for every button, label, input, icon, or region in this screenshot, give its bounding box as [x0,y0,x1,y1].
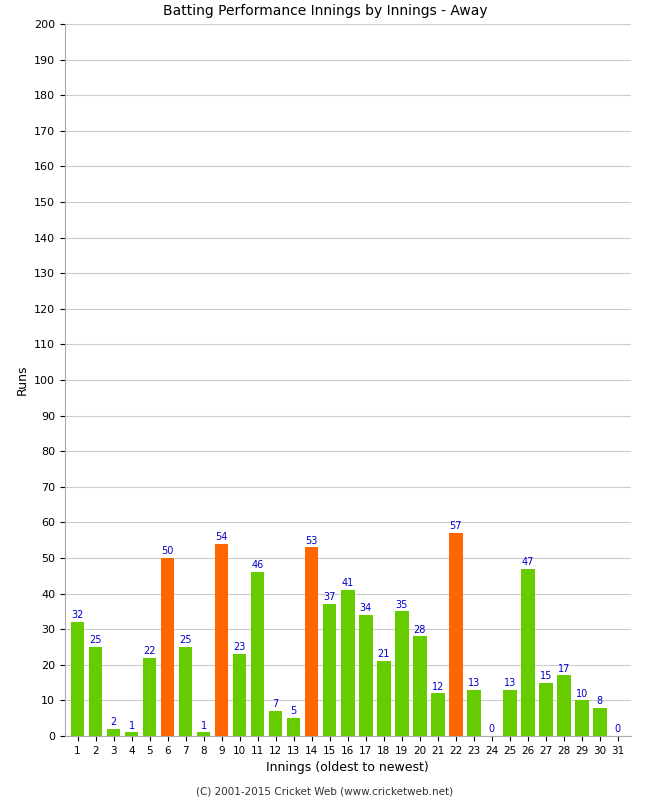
Text: 54: 54 [216,532,228,542]
Text: 17: 17 [558,664,570,674]
Bar [539,682,552,736]
Bar [323,604,337,736]
Bar [107,729,120,736]
Bar [377,662,391,736]
Bar [251,572,265,736]
Text: 25: 25 [179,635,192,646]
Bar [89,647,102,736]
Text: 10: 10 [576,689,588,698]
Text: 46: 46 [252,561,264,570]
Text: 8: 8 [597,696,603,706]
Text: 12: 12 [432,682,444,691]
Bar [431,694,445,736]
Bar [233,654,246,736]
Bar [71,622,84,736]
Text: 2: 2 [111,717,117,727]
Bar [125,733,138,736]
Bar [215,544,228,736]
Bar [575,701,589,736]
Text: 13: 13 [504,678,516,688]
Text: 15: 15 [540,671,552,681]
Text: 35: 35 [396,600,408,610]
Bar [467,690,480,736]
Text: 34: 34 [359,603,372,613]
Bar [593,707,606,736]
Bar [341,590,354,736]
Bar [287,718,300,736]
Text: 1: 1 [129,721,135,730]
Text: 0: 0 [489,724,495,734]
Text: 25: 25 [89,635,102,646]
Bar [449,533,463,736]
Bar [143,658,157,736]
Bar [305,547,318,736]
Text: 21: 21 [378,650,390,659]
Bar [557,675,571,736]
Bar [359,615,372,736]
Y-axis label: Runs: Runs [16,365,29,395]
Text: 5: 5 [291,706,297,717]
Text: 32: 32 [72,610,84,620]
Bar [269,711,283,736]
Bar [521,569,534,736]
Text: 53: 53 [306,535,318,546]
Text: (C) 2001-2015 Cricket Web (www.cricketweb.net): (C) 2001-2015 Cricket Web (www.cricketwe… [196,786,454,796]
Text: 47: 47 [522,557,534,567]
Text: 22: 22 [144,646,156,656]
Text: 50: 50 [161,546,174,556]
Bar [161,558,174,736]
Text: 13: 13 [468,678,480,688]
Text: 1: 1 [201,721,207,730]
Bar [503,690,517,736]
Bar [395,611,409,736]
Bar [179,647,192,736]
Text: 0: 0 [615,724,621,734]
Text: 37: 37 [324,593,336,602]
Text: 41: 41 [342,578,354,588]
X-axis label: Innings (oldest to newest): Innings (oldest to newest) [266,762,429,774]
Text: 57: 57 [450,522,462,531]
Text: Batting Performance Innings by Innings - Away: Batting Performance Innings by Innings -… [162,4,488,18]
Bar [197,733,211,736]
Text: 23: 23 [233,642,246,652]
Text: 28: 28 [413,625,426,634]
Text: 7: 7 [272,699,279,710]
Bar [413,636,426,736]
